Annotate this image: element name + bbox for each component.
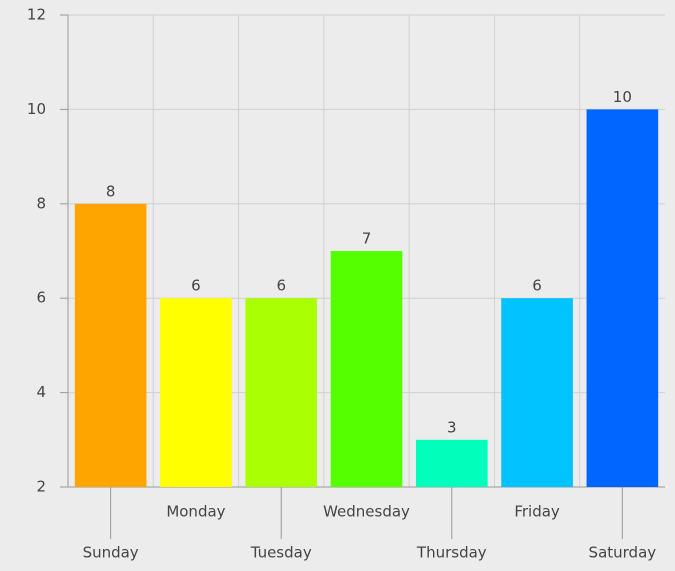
- bar: [415, 439, 488, 487]
- x-tick-label: Thursday: [416, 544, 487, 562]
- data-label: 7: [362, 230, 372, 248]
- y-tick-label: 4: [36, 383, 46, 401]
- x-tick-label: Tuesday: [250, 544, 312, 562]
- data-label: 6: [532, 277, 542, 295]
- data-label: 10: [613, 88, 632, 106]
- bar: [586, 109, 659, 488]
- x-tick-label: Monday: [166, 503, 225, 521]
- y-tick-label: 12: [27, 6, 46, 24]
- data-label: 8: [106, 182, 116, 200]
- y-tick-label: 6: [36, 289, 46, 307]
- y-tick-label: 10: [27, 100, 46, 118]
- x-tick-label: Saturday: [589, 544, 657, 562]
- y-tick-label: 2: [36, 478, 46, 496]
- x-tick-label: Wednesday: [323, 503, 410, 521]
- y-tick-label: 8: [36, 194, 46, 212]
- bar: [160, 298, 232, 487]
- data-label: 6: [191, 277, 201, 295]
- bar: [74, 203, 147, 488]
- data-label: 3: [447, 418, 457, 436]
- data-label: 6: [276, 277, 286, 295]
- bar: [501, 298, 573, 487]
- bar: [245, 298, 318, 487]
- x-tick-label: Sunday: [83, 544, 139, 562]
- bar: [330, 251, 403, 487]
- x-tick-label: Friday: [514, 503, 560, 521]
